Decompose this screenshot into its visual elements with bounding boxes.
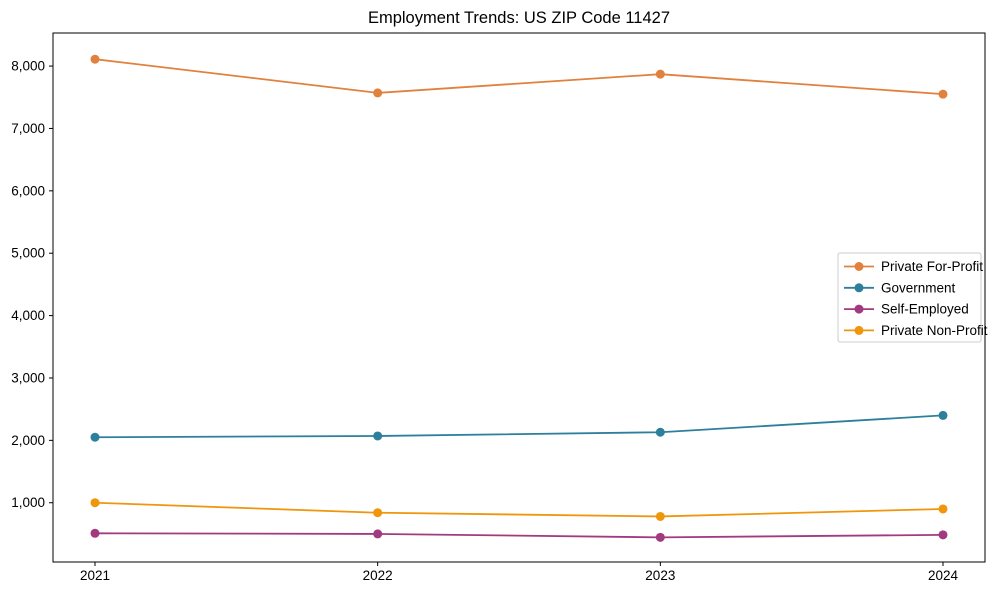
data-point-private-for-profit-2024 (938, 89, 948, 99)
plot-area-border (52, 32, 986, 563)
y-tick-label: 1,000 (11, 495, 45, 510)
series-line-private-non-profit (94, 501, 944, 518)
data-point-private-for-profit-2021 (90, 54, 100, 64)
legend-label-private-for-profit: Private For-Profit (881, 259, 983, 274)
data-point-government-2021 (90, 432, 100, 442)
data-point-self-employed-2022 (373, 529, 383, 539)
y-tick-label: 6,000 (11, 183, 45, 198)
legend-label-private-non-profit: Private Non-Profit (881, 323, 988, 338)
data-point-private-for-profit-2023 (655, 69, 665, 79)
series-line-private-for-profit (94, 58, 944, 96)
legend-marker-private-for-profit (854, 262, 864, 271)
legend-marker-private-non-profit (854, 325, 864, 335)
data-point-private-non-profit-2023 (655, 511, 665, 521)
y-axis: 1,000 2,000 3,000 4,000 5,000 6,000 7,000 8,000 (11, 59, 53, 510)
x-tick-label: 2021 (80, 568, 110, 583)
data-point-self-employed-2023 (655, 532, 665, 542)
chart-title: Employment Trends: US ZIP Code 11427 (368, 9, 670, 27)
legend-label-self-employed: Self-Employed (881, 302, 969, 317)
data-point-self-employed-2024 (938, 530, 948, 540)
data-point-government-2024 (938, 410, 948, 420)
y-tick-label: 8,000 (11, 59, 45, 74)
y-tick-label: 7,000 (11, 121, 45, 136)
series-lines (90, 54, 948, 542)
x-tick-label: 2024 (928, 568, 959, 583)
legend-marker-self-employed (854, 304, 864, 314)
y-tick-label: 5,000 (11, 246, 45, 261)
x-axis: 2021 2022 2023 2024 (80, 562, 959, 583)
legend: Private For-Profit Government Self-Employe… (837, 252, 988, 343)
data-point-government-2023 (655, 427, 665, 437)
series-line-self-employed (94, 532, 944, 539)
data-point-government-2022 (373, 431, 383, 441)
series-line-government (94, 414, 944, 439)
data-point-private-non-profit-2021 (90, 498, 100, 508)
legend-label-government: Government (881, 280, 956, 295)
y-tick-label: 2,000 (11, 433, 45, 448)
data-point-private-for-profit-2022 (373, 88, 383, 98)
legend-marker-government (854, 283, 864, 293)
x-tick-label: 2023 (645, 568, 675, 583)
data-point-self-employed-2021 (90, 528, 100, 538)
legend-box (837, 252, 982, 343)
x-tick-label: 2022 (363, 568, 393, 583)
data-point-private-non-profit-2024 (938, 504, 948, 514)
y-tick-label: 3,000 (11, 370, 45, 385)
y-tick-label: 4,000 (11, 308, 45, 323)
data-point-private-non-profit-2022 (373, 508, 383, 518)
